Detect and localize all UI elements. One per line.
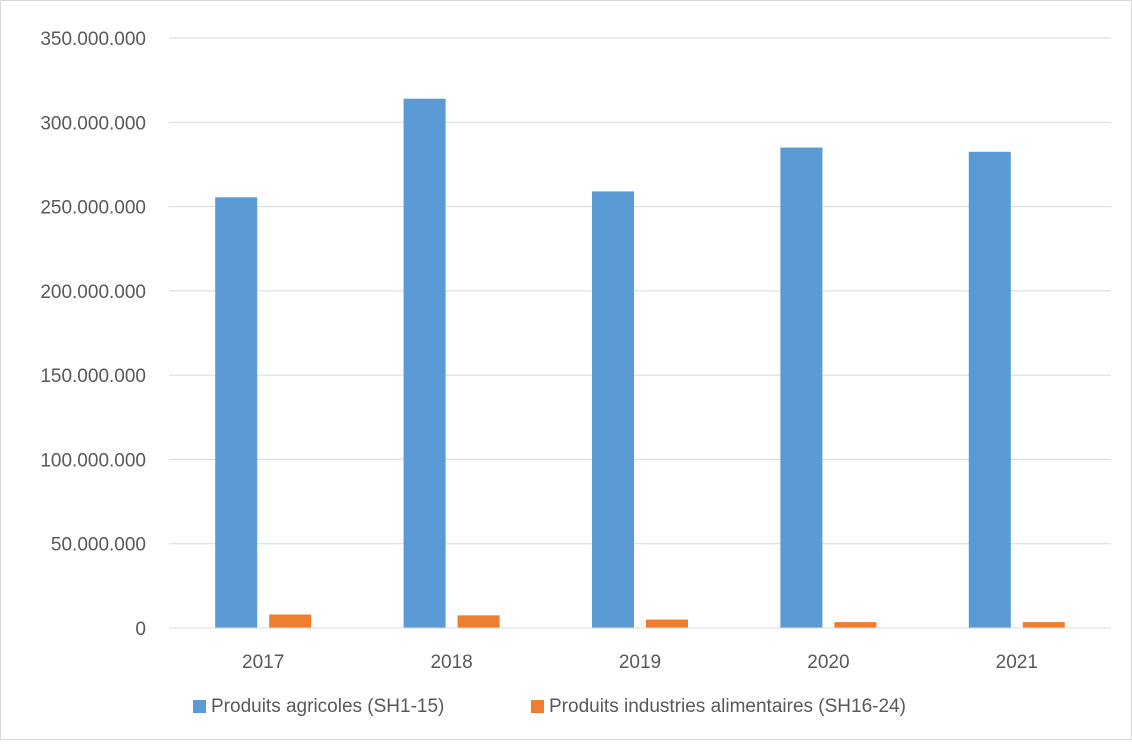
bar-industries-2019 [646,619,688,628]
legend-label: Produits agricoles (SH1-15) [211,696,444,717]
y-tick-label: 100.000.000 [40,450,146,471]
bar-industries-2017 [269,614,312,628]
bar-agricoles-2017 [215,197,258,629]
y-tick-label: 250.000.000 [40,198,146,219]
x-tick-label: 2017 [242,652,284,673]
x-axis-tick-labels: 2017 2018 2019 2020 2021 [242,652,1038,673]
x-tick-label: 2018 [430,652,472,673]
y-tick-label: 0 [135,619,146,640]
x-tick-label: 2019 [619,652,661,673]
legend-label: Produits industries alimentaires (SH16-2… [549,696,906,717]
bar-agricoles-2021 [968,151,1011,629]
bar-industries-2018 [457,615,500,628]
bar-agricoles-2020 [780,147,823,629]
x-tick-label: 2020 [807,652,849,673]
y-tick-label: 150.000.000 [40,366,146,387]
bar-industries-2021 [1022,622,1065,628]
bar-industries-2020 [834,622,877,628]
legend-swatch [193,700,206,713]
y-tick-label: 50.000.000 [51,535,146,556]
bars [215,98,1065,629]
legend: Produits agricoles (SH1-15) Produits indu… [193,696,906,717]
bar-agricoles-2019 [592,191,634,628]
gridlines [169,37,1111,545]
x-tick-label: 2021 [996,652,1038,673]
bar-agricoles-2018 [403,98,446,628]
legend-swatch [531,700,544,713]
y-tick-label: 350.000.000 [40,29,146,50]
y-axis-tick-labels: 0 50.000.000 100.000.000 150.000.000 200.000… [40,29,146,640]
y-tick-label: 200.000.000 [40,282,146,303]
y-tick-label: 300.000.000 [40,113,146,134]
